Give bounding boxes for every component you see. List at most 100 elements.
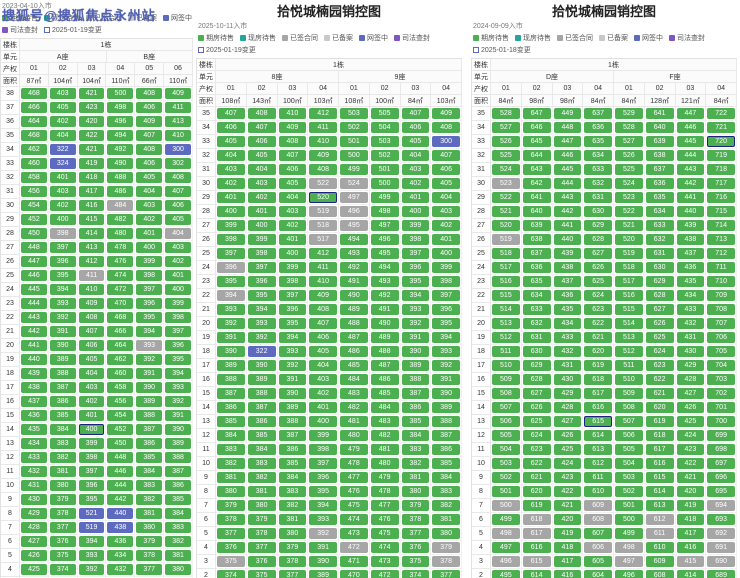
unit-cell[interactable]: 381 — [136, 508, 163, 519]
unit-cell[interactable]: 502 — [340, 122, 368, 133]
unit-cell[interactable]: 406 — [136, 158, 163, 169]
unit-cell[interactable]: 387 — [217, 388, 245, 399]
unit-cell[interactable]: 497 — [370, 220, 399, 231]
unit-cell[interactable]: 526 — [492, 136, 520, 147]
unit-cell[interactable]: 618 — [645, 430, 674, 441]
unit-cell[interactable]: 468 — [21, 88, 47, 99]
unit-cell[interactable]: 377 — [401, 528, 430, 539]
unit-cell[interactable]: 396 — [309, 472, 337, 483]
unit-cell[interactable]: 500 — [340, 150, 368, 161]
unit-cell[interactable]: 384 — [165, 508, 191, 519]
unit-cell[interactable]: 410 — [165, 130, 191, 141]
unit-cell[interactable]: 387 — [278, 430, 307, 441]
unit-cell[interactable]: 485 — [370, 388, 399, 399]
unit-cell[interactable]: 700 — [707, 416, 735, 427]
unit-cell[interactable]: 431 — [676, 332, 705, 343]
unit-cell[interactable]: 398 — [217, 234, 245, 245]
unit-cell[interactable]: 300 — [165, 144, 191, 155]
unit-cell[interactable]: 396 — [217, 262, 245, 273]
unit-cell[interactable]: 446 — [676, 122, 705, 133]
unit-cell[interactable]: 460 — [21, 158, 47, 169]
unit-cell[interactable]: 395 — [49, 270, 76, 281]
unit-cell[interactable]: 482 — [340, 402, 368, 413]
unit-cell[interactable]: 397 — [401, 248, 430, 259]
unit-cell[interactable]: 433 — [21, 452, 47, 463]
unit-cell[interactable]: 379 — [432, 542, 460, 553]
unit-cell[interactable]: 390 — [136, 382, 163, 393]
unit-cell[interactable]: 404 — [217, 150, 245, 161]
unit-cell[interactable]: 480 — [370, 458, 399, 469]
unit-cell[interactable]: 384 — [401, 430, 430, 441]
unit-cell[interactable]: 447 — [676, 108, 705, 119]
unit-cell[interactable]: 629 — [645, 276, 674, 287]
unit-cell[interactable]: 386 — [136, 438, 163, 449]
unit-cell[interactable]: 507 — [492, 402, 520, 413]
unit-cell[interactable]: 610 — [584, 486, 612, 497]
unit-cell[interactable]: 717 — [707, 178, 735, 189]
unit-cell[interactable]: 490 — [370, 318, 399, 329]
unit-cell[interactable]: 710 — [707, 276, 735, 287]
unit-cell[interactable]: 408 — [247, 108, 276, 119]
unit-cell[interactable]: 382 — [432, 500, 460, 511]
unit-cell[interactable]: 385 — [278, 458, 307, 469]
unit-cell[interactable]: 445 — [21, 284, 47, 295]
unit-cell[interactable]: 404 — [165, 228, 191, 239]
unit-cell[interactable]: 388 — [165, 452, 191, 463]
unit-cell[interactable]: 640 — [522, 206, 551, 217]
unit-cell[interactable]: 387 — [247, 402, 276, 413]
unit-cell[interactable]: 399 — [217, 220, 245, 231]
unit-cell[interactable]: 631 — [522, 332, 551, 343]
unit-cell[interactable]: 454 — [107, 410, 134, 421]
unit-cell[interactable]: 500 — [615, 514, 643, 525]
unit-cell[interactable]: 458 — [21, 172, 47, 183]
unit-cell[interactable]: 456 — [107, 396, 134, 407]
unit-cell[interactable]: 396 — [49, 256, 76, 267]
unit-cell[interactable]: 703 — [707, 374, 735, 385]
unit-cell[interactable]: 430 — [553, 374, 582, 385]
unit-cell[interactable]: 719 — [707, 150, 735, 161]
unit-cell[interactable]: 503 — [370, 136, 399, 147]
unit-cell[interactable]: 625 — [522, 416, 551, 427]
unit-cell[interactable]: 706 — [707, 332, 735, 343]
unit-cell[interactable]: 708 — [707, 304, 735, 315]
unit-cell[interactable]: 439 — [676, 220, 705, 231]
unit-cell[interactable]: 496 — [492, 556, 520, 567]
unit-cell[interactable]: 427 — [676, 388, 705, 399]
unit-cell[interactable]: 398 — [247, 248, 276, 259]
unit-cell[interactable]: 505 — [492, 430, 520, 441]
unit-cell[interactable]: 398 — [49, 228, 76, 239]
unit-cell[interactable]: 403 — [49, 186, 76, 197]
unit-cell[interactable]: 626 — [522, 402, 551, 413]
unit-cell[interactable]: 480 — [340, 430, 368, 441]
unit-cell[interactable]: 436 — [21, 410, 47, 421]
unit-cell[interactable]: 384 — [49, 424, 76, 435]
unit-cell[interactable]: 472 — [370, 570, 399, 578]
unit-cell[interactable]: 523 — [615, 192, 643, 203]
unit-cell[interactable]: 380 — [49, 480, 76, 491]
unit-cell[interactable]: 617 — [645, 444, 674, 455]
unit-cell[interactable]: 381 — [49, 466, 76, 477]
unit-cell[interactable]: 462 — [107, 354, 134, 365]
unit-cell[interactable]: 419 — [676, 500, 705, 511]
unit-cell[interactable]: 402 — [217, 178, 245, 189]
unit-cell[interactable]: 612 — [645, 514, 674, 525]
unit-cell[interactable]: 392 — [165, 396, 191, 407]
unit-cell[interactable]: 439 — [21, 368, 47, 379]
unit-cell[interactable]: 400 — [401, 206, 430, 217]
unit-cell[interactable]: 420 — [78, 116, 105, 127]
unit-cell[interactable]: 522 — [309, 178, 337, 189]
unit-cell[interactable]: 623 — [645, 360, 674, 371]
unit-cell[interactable]: 382 — [49, 452, 76, 463]
unit-cell[interactable]: 389 — [401, 360, 430, 371]
unit-cell[interactable]: 407 — [217, 108, 245, 119]
unit-cell[interactable]: 496 — [107, 116, 134, 127]
unit-cell[interactable]: 426 — [21, 550, 47, 561]
unit-cell[interactable]: 722 — [707, 108, 735, 119]
unit-cell[interactable]: 475 — [340, 500, 368, 511]
unit-cell[interactable]: 716 — [707, 192, 735, 203]
unit-cell[interactable]: 492 — [370, 290, 399, 301]
unit-cell[interactable]: 489 — [370, 332, 399, 343]
unit-cell[interactable]: 518 — [615, 262, 643, 273]
unit-cell[interactable]: 626 — [645, 318, 674, 329]
unit-cell[interactable]: 501 — [340, 136, 368, 147]
